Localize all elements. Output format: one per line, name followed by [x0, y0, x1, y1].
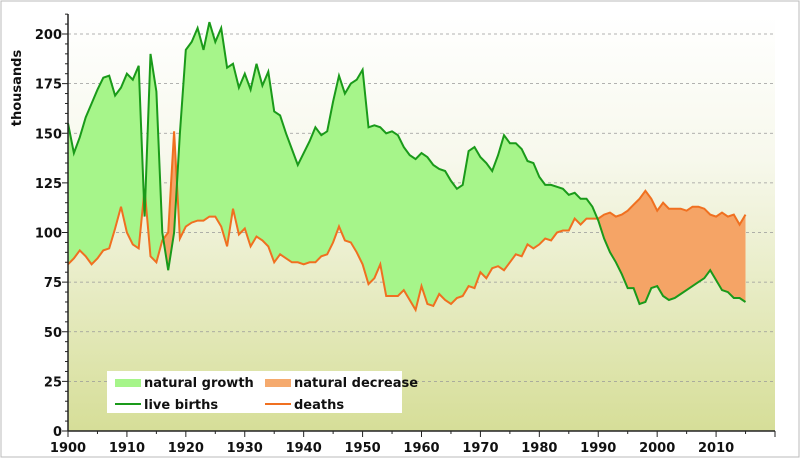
y-tick-label: 125 — [35, 177, 62, 192]
legend-label-growth: natural growth — [144, 376, 254, 391]
y-tick-label: 75 — [44, 276, 62, 291]
natural-growth-area — [68, 22, 746, 310]
x-tick-label: 1970 — [462, 441, 498, 456]
y-tick-label: 25 — [44, 375, 62, 390]
legend-label-deaths: deaths — [294, 398, 344, 413]
x-tick-label: 1910 — [109, 441, 145, 456]
x-tick-label: 1950 — [344, 441, 380, 456]
legend: natural growth natural decrease live bir… — [107, 371, 418, 413]
x-tick-label: 1990 — [580, 441, 616, 456]
y-axis-label: thousands — [10, 50, 25, 127]
x-tick-label: 1960 — [403, 441, 439, 456]
x-tick-label: 1900 — [50, 441, 86, 456]
y-tick-label: 100 — [35, 227, 62, 242]
legend-label-births: live births — [144, 398, 218, 413]
y-tick-label: 175 — [35, 78, 62, 93]
y-tick-label: 50 — [44, 326, 62, 341]
legend-label-decrease: natural decrease — [294, 376, 418, 391]
live-births-line — [67, 21, 747, 306]
x-tick-label: 1930 — [227, 441, 263, 456]
y-tick-label: 200 — [35, 28, 62, 43]
deaths-line — [67, 131, 747, 313]
legend-swatch-growth — [115, 379, 141, 387]
legend-box — [107, 371, 402, 413]
x-tick-label: 1940 — [286, 441, 322, 456]
x-tick-label: 1980 — [521, 441, 557, 456]
x-tick-label: 1920 — [168, 441, 204, 456]
y-tick-label: 150 — [35, 127, 62, 142]
legend-swatch-decrease — [265, 379, 291, 387]
x-tick-label: 2000 — [639, 441, 675, 456]
y-tick-label: 0 — [53, 425, 62, 440]
x-tick-label: 2010 — [698, 441, 734, 456]
